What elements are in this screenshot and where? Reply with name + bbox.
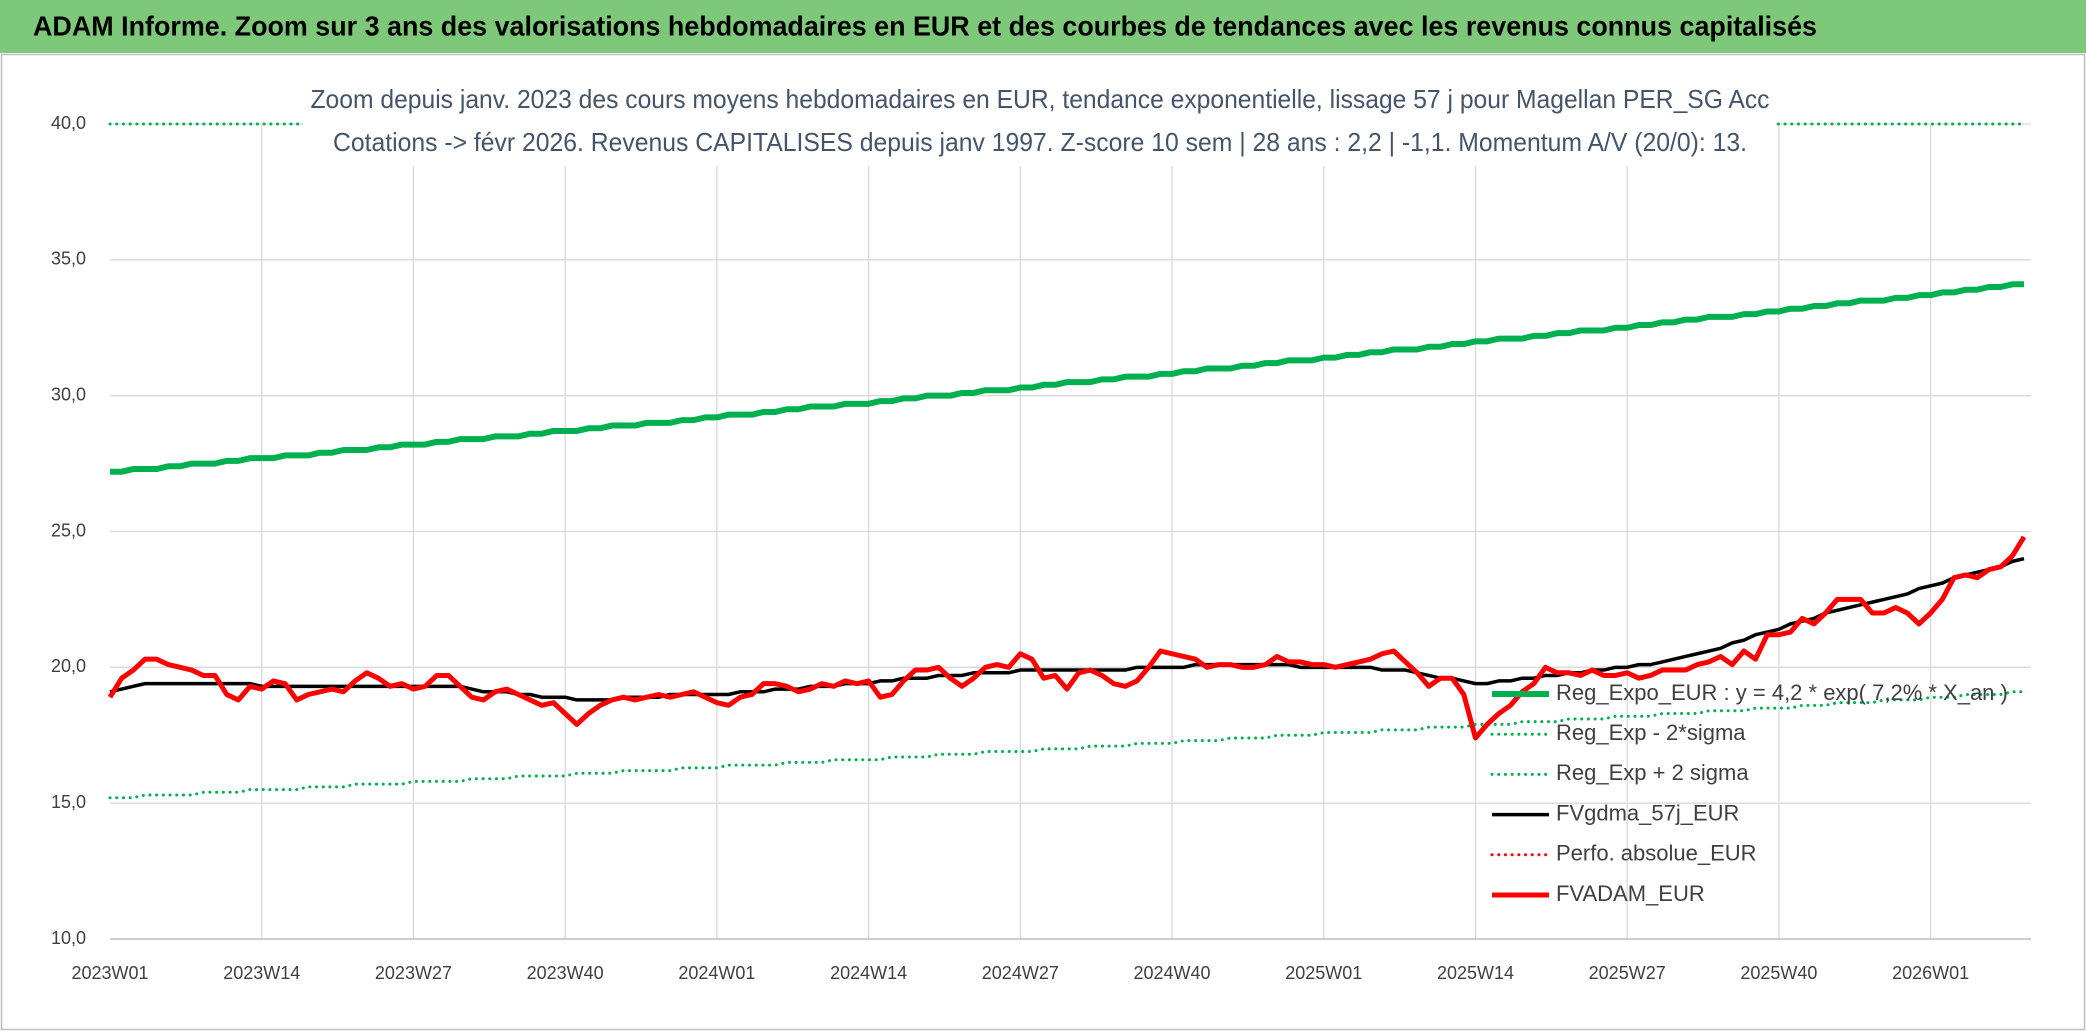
series-line — [108, 690, 2026, 800]
x-tick-label: 2025W14 — [1437, 963, 1514, 983]
series-line — [110, 281, 2024, 475]
chart-frame — [0, 53, 2086, 1031]
y-tick-label: 35,0 — [51, 249, 86, 269]
x-tick-label: 2023W40 — [527, 963, 604, 983]
legend-label: Perfo. absolue_EUR — [1556, 841, 1757, 866]
chart-title: Zoom depuis janv. 2023 des cours moyens … — [311, 84, 1770, 114]
y-tick-label: 10,0 — [51, 928, 86, 948]
x-tick-label: 2025W40 — [1740, 963, 1817, 983]
legend-label: Reg_Exp - 2*sigma — [1556, 720, 1746, 745]
plot-area: 10,0 15,0 20,0 25,0 30,0 35,0 40,0 2023W01 2023W… — [51, 113, 2031, 983]
y-tick-label: 20,0 — [51, 656, 86, 676]
x-tick-label: 2026W01 — [1892, 963, 1969, 983]
x-tick-label: 2023W01 — [71, 963, 148, 983]
x-tick-label: 2024W40 — [1134, 963, 1211, 983]
legend-label: FVgdma_57j_EUR — [1556, 800, 1739, 825]
legend-label: Reg_Exp + 2 sigma — [1556, 760, 1749, 785]
y-tick-label: 15,0 — [51, 792, 86, 812]
x-tick-label: 2023W14 — [223, 963, 300, 983]
x-tick-label: 2024W27 — [982, 963, 1059, 983]
series-line — [109, 556, 2025, 702]
legend: Reg_Expo_EUR : y = 4,2 * exp( 7,2% * X_a… — [1490, 680, 2008, 906]
x-tick-label: 2024W14 — [830, 963, 907, 983]
header-title: ADAM Informe. Zoom sur 3 ans des valoris… — [33, 10, 1817, 41]
chart-subtitle: Cotations -> févr 2026. Revenus CAPITALI… — [333, 127, 1747, 157]
x-tick-label: 2023W27 — [375, 963, 452, 983]
y-tick-label: 25,0 — [51, 520, 86, 540]
header-bar — [0, 0, 2086, 53]
y-tick-label: 30,0 — [51, 384, 86, 404]
title-box — [303, 80, 1776, 166]
x-tick-label: 2025W01 — [1285, 963, 1362, 983]
x-tick-label: 2024W01 — [678, 963, 755, 983]
legend-label: FVADAM_EUR — [1556, 881, 1705, 906]
y-tick-label: 40,0 — [51, 113, 86, 133]
x-tick-label: 2025W27 — [1589, 963, 1666, 983]
series-line — [107, 535, 2027, 741]
legend-label: Reg_Expo_EUR : y = 4,2 * exp( 7,2% * X_a… — [1556, 680, 2008, 705]
